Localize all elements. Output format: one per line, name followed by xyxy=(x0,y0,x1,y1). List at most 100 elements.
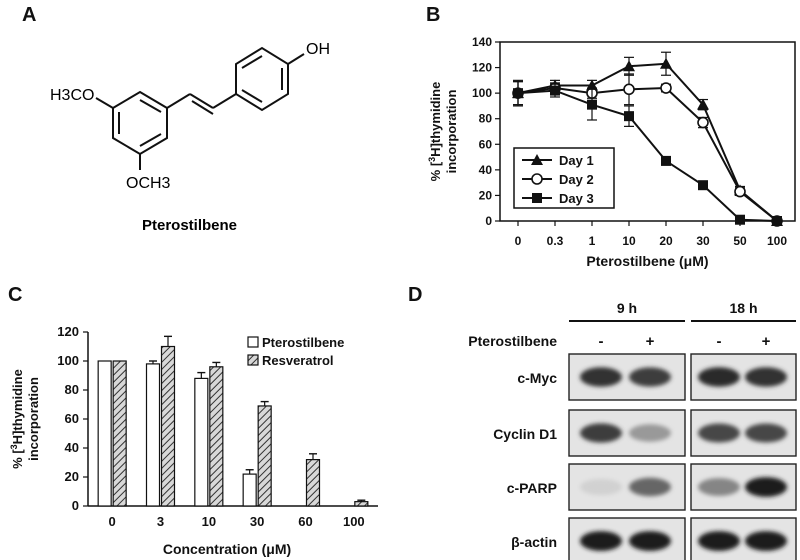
panel-letter-b: B xyxy=(426,4,441,26)
d-row-label: Cyclin D1 xyxy=(493,426,557,442)
b-y-tick-label: 120 xyxy=(472,61,492,75)
b-data-point xyxy=(734,185,746,198)
c-y-tick-label: 0 xyxy=(72,498,79,513)
b-series-line xyxy=(517,87,778,222)
d-band xyxy=(580,423,622,443)
d-band xyxy=(745,423,787,443)
d-lane-sign: + xyxy=(646,333,655,350)
compound-name: Pterostilbene xyxy=(142,217,237,234)
c-x-tick-label: 3 xyxy=(157,514,164,529)
d-band xyxy=(745,531,787,551)
b-legend: Day 1 Day 2 Day 3 xyxy=(513,147,615,209)
b-legend-marker xyxy=(531,154,543,165)
b-series-day-3 xyxy=(513,81,782,226)
b-data-point xyxy=(550,85,560,96)
c-y-tick-label: 40 xyxy=(65,440,79,455)
c-legend-label: Pterostilbene xyxy=(262,335,344,350)
c-x-tick-label: 30 xyxy=(250,514,264,529)
d-band xyxy=(745,367,787,387)
d-band xyxy=(629,367,671,387)
b-y-tick-label: 20 xyxy=(479,188,493,202)
b-x-tick-label: 100 xyxy=(767,234,787,248)
b-x-axis-label: Pterostilbene (μM) xyxy=(586,253,708,269)
d-band xyxy=(698,478,740,496)
d-band xyxy=(629,477,671,497)
b-data-point xyxy=(660,57,672,69)
c-legend-swatch xyxy=(247,354,259,366)
b-data-point xyxy=(624,111,634,122)
b-legend-label: Day 3 xyxy=(559,191,594,206)
d-band xyxy=(698,423,740,443)
d-lane-sign: - xyxy=(599,333,604,350)
c-y-axis-label-line2: incorporation xyxy=(26,377,41,461)
d-band xyxy=(629,531,671,551)
c-legend: Pterostilbene Resveratrol xyxy=(247,335,344,368)
b-data-point xyxy=(772,216,782,226)
b-x-tick-label: 0.3 xyxy=(547,234,564,248)
d-row-label: c-PARP xyxy=(507,480,557,496)
d-row-label: β-actin xyxy=(511,534,557,550)
c-y-tick-label: 20 xyxy=(65,469,79,484)
c-y-tick-label: 60 xyxy=(65,411,79,426)
c-y-axis-label-line1: % [3H]thymidine xyxy=(9,369,25,469)
b-data-point xyxy=(660,82,672,94)
b-y-axis-label-line2: incorporation xyxy=(444,90,459,174)
b-y-tick-label: 100 xyxy=(472,86,492,100)
d-band xyxy=(580,478,622,496)
b-data-point xyxy=(623,83,635,96)
b-data-point xyxy=(513,88,523,99)
b-x-tick-label: 10 xyxy=(622,234,636,248)
c-y-tick-label: 120 xyxy=(57,324,79,339)
och3-bottom-label: OCH3 xyxy=(126,175,171,192)
d-band xyxy=(698,367,740,387)
d-lane-sign: - xyxy=(717,333,722,350)
b-data-point xyxy=(587,99,597,110)
d-band xyxy=(580,367,622,387)
b-x-tick-label: 0 xyxy=(515,234,522,248)
b-plot-frame xyxy=(499,41,796,222)
c-x-tick-label: 10 xyxy=(202,514,216,529)
b-legend-marker xyxy=(532,193,542,203)
b-series-line xyxy=(517,62,778,222)
d-treatment-label: Pterostilbene xyxy=(468,333,557,349)
b-x-tick-label: 30 xyxy=(696,234,710,248)
b-y-tick-label: 40 xyxy=(479,163,493,177)
oh-label: OH xyxy=(306,41,330,58)
d-band xyxy=(745,477,787,497)
b-legend-marker xyxy=(531,173,543,185)
b-y-tick-label: 0 xyxy=(485,214,492,228)
b-data-point xyxy=(698,180,708,191)
panel-letter-a: A xyxy=(22,4,37,26)
b-y-tick-label: 140 xyxy=(472,35,492,49)
d-lane-sign: + xyxy=(762,333,771,350)
b-series-line xyxy=(517,89,778,222)
c-y-axis-label: % [3H]thymidine incorporation xyxy=(9,369,41,469)
panel-letter-c: C xyxy=(8,284,23,306)
d-row-label: c-Myc xyxy=(517,370,557,386)
b-y-tick-label: 60 xyxy=(479,137,493,151)
c-bar xyxy=(112,360,127,507)
c-legend-label: Resveratrol xyxy=(262,353,334,368)
d-time-label: 9 h xyxy=(617,300,637,316)
b-legend-label: Day 2 xyxy=(559,172,594,187)
b-data-point xyxy=(661,155,671,166)
b-y-axis-label-line1: % [3H]thymidine xyxy=(427,82,443,182)
b-x-tick-label: 50 xyxy=(733,234,747,248)
b-data-point xyxy=(697,98,709,110)
d-time-label: 18 h xyxy=(729,300,757,316)
c-series-resveratrol xyxy=(112,335,369,507)
b-legend-label: Day 1 xyxy=(559,153,594,168)
structure-bonds xyxy=(95,46,305,170)
b-data-point xyxy=(735,214,745,225)
d-band xyxy=(629,424,671,442)
b-x-tick-label: 20 xyxy=(659,234,673,248)
c-x-axis-label: Concentration (μM) xyxy=(163,541,291,557)
c-legend-swatch xyxy=(247,336,259,348)
c-bar xyxy=(97,360,112,507)
d-band xyxy=(698,531,740,551)
c-y-tick-label: 100 xyxy=(57,353,79,368)
